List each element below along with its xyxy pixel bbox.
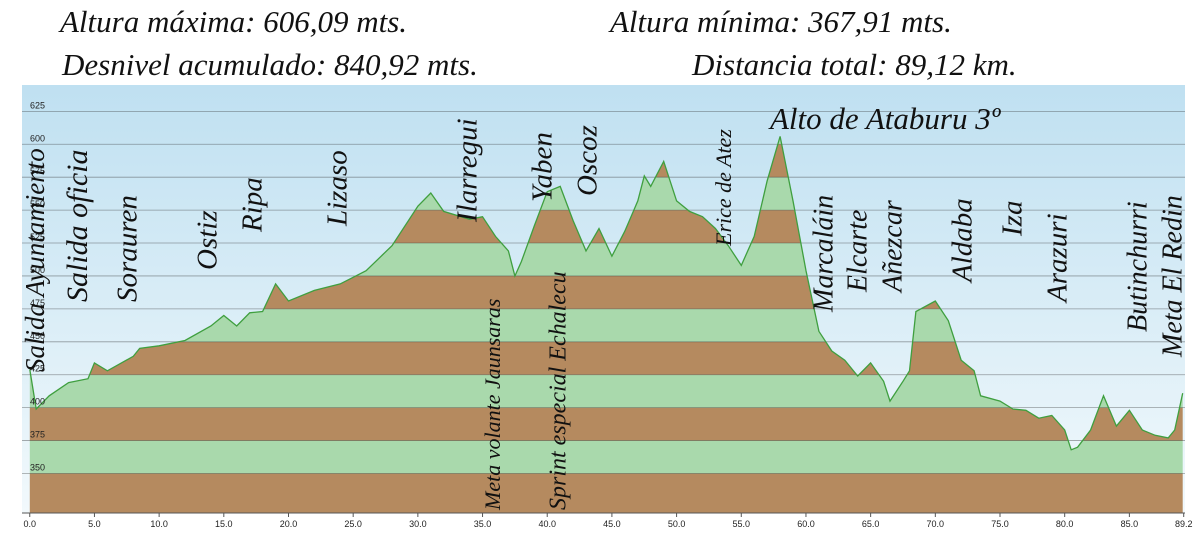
x-tick-label: 0.0 <box>24 519 37 529</box>
elevation-band <box>29 440 1183 474</box>
y-tick-label: 575 <box>30 166 45 176</box>
x-tick-label: 50.0 <box>668 519 686 529</box>
y-tick-label: 475 <box>30 298 45 308</box>
profile-line <box>29 136 1184 451</box>
place-label: Arazuri <box>1042 213 1074 304</box>
place-label: Yaben <box>527 132 559 202</box>
place-label: Ostiz <box>192 210 224 270</box>
place-label: Meta volante Jaunsaras <box>480 299 505 511</box>
header-text: Altura máxima: 606,09 mts. <box>58 4 407 39</box>
place-label: Elcarte <box>842 210 873 293</box>
place-label: Aldaba <box>947 198 979 284</box>
y-tick-label: 350 <box>30 462 45 472</box>
place-label: Sprint especial Echalecu <box>546 271 572 510</box>
header-text: Distancia total: 89,12 km. <box>691 47 1017 82</box>
x-tick-label: 45.0 <box>603 519 621 529</box>
header-text: Desnivel acumulado: 840,92 mts. <box>61 47 478 82</box>
y-tick-label: 425 <box>30 364 45 374</box>
y-tick-label: 625 <box>30 100 45 110</box>
y-tick-label: 525 <box>30 232 45 242</box>
place-label: Ripa <box>237 177 269 233</box>
place-label: Salida Ayuntamiento <box>20 148 50 372</box>
y-tick-label: 375 <box>30 430 45 440</box>
y-tick-label: 500 <box>30 265 45 275</box>
place-label: Lizaso <box>322 150 354 227</box>
elevation-band <box>29 407 1183 441</box>
x-tick-label: 60.0 <box>797 519 815 529</box>
x-tick-label: 40.0 <box>538 519 556 529</box>
x-tick-label: 85.0 <box>1121 519 1139 529</box>
y-tick-label: 550 <box>30 199 45 209</box>
x-tick-label: 25.0 <box>344 519 362 529</box>
place-label: Erice de Atez <box>711 129 736 247</box>
place-label: Añezcar <box>877 200 908 294</box>
x-tick-label: 5.0 <box>88 519 101 529</box>
x-tick-label: 35.0 <box>474 519 492 529</box>
x-tick-label: 30.0 <box>409 519 427 529</box>
y-tick-label: 450 <box>30 331 45 341</box>
x-tick-label: 20.0 <box>280 519 298 529</box>
x-tick-label: 15.0 <box>215 519 233 529</box>
place-label: Oscoz <box>572 125 604 196</box>
place-label: Sorauren <box>112 195 144 302</box>
y-tick-label: 600 <box>30 133 45 143</box>
place-label: Salida oficia <box>61 150 94 303</box>
x-tick-label: 75.0 <box>991 519 1009 529</box>
place-label: Alto de Ataburu 3º <box>768 101 1002 136</box>
x-tick-label: 89.2 <box>1175 519 1193 529</box>
elevation-band <box>29 473 1183 513</box>
place-label: Marcaláin <box>808 195 839 313</box>
x-tick-label: 70.0 <box>927 519 945 529</box>
place-label: Iza <box>997 201 1029 237</box>
place-label: Ilarregui <box>452 118 484 223</box>
y-tick-label: 400 <box>30 397 45 407</box>
x-tick-label: 65.0 <box>862 519 880 529</box>
x-tick-label: 80.0 <box>1056 519 1074 529</box>
place-label: Butinchurri <box>1122 201 1153 332</box>
header-text: Altura mínima: 367,91 mts. <box>608 4 952 39</box>
x-tick-label: 55.0 <box>733 519 751 529</box>
place-label: Meta El Redin <box>1157 195 1188 358</box>
x-tick-label: 10.0 <box>150 519 168 529</box>
